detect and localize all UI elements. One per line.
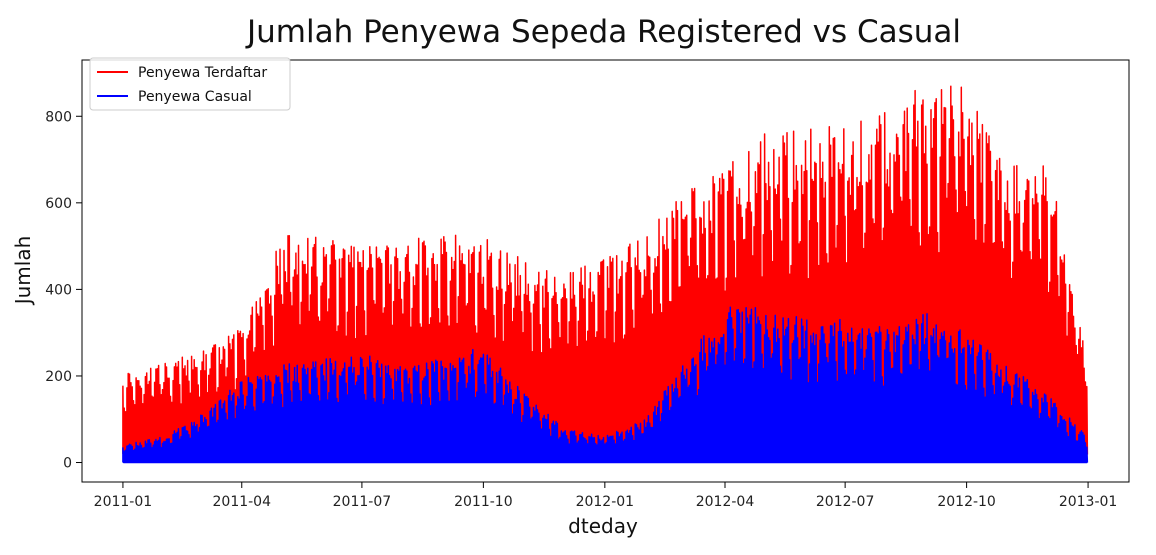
legend-label-casual: Penyewa Casual	[138, 89, 252, 105]
series-line-1	[122, 306, 1089, 464]
legend: Penyewa Terdaftar Penyewa Casual	[89, 57, 291, 111]
y-tick-label: 800	[45, 109, 72, 125]
plot-area	[122, 85, 1089, 464]
legend-label-registered: Penyewa Terdaftar	[138, 65, 267, 81]
y-tick-label: 0	[63, 456, 72, 472]
y-axis-label: Jumlah	[11, 236, 35, 307]
plot-frame	[81, 59, 1130, 483]
x-tick-label: 2011-07	[333, 494, 392, 510]
y-tick-label: 400	[45, 282, 72, 298]
legend-box	[89, 57, 291, 111]
x-tick-label: 2013-01	[1059, 494, 1118, 510]
x-axis: 2011-01 2011-04 2011-07 2011-10 2012-01 2012-…	[94, 482, 1118, 510]
y-axis: 0 200 400 600 800	[45, 109, 82, 472]
x-axis-label: dteday	[568, 514, 638, 538]
x-tick-label: 2012-07	[816, 494, 875, 510]
x-tick-label: 2011-04	[213, 494, 272, 510]
y-tick-label: 200	[45, 369, 72, 385]
x-tick-label: 2012-04	[696, 494, 755, 510]
x-tick-label: 2012-10	[937, 494, 996, 510]
x-tick-label: 2011-01	[94, 494, 153, 510]
x-tick-label: 2012-01	[576, 494, 635, 510]
chart-title: Jumlah Penyewa Sepeda Registered vs Casu…	[245, 14, 961, 50]
y-tick-label: 600	[45, 196, 72, 212]
x-tick-label: 2011-10	[454, 494, 513, 510]
